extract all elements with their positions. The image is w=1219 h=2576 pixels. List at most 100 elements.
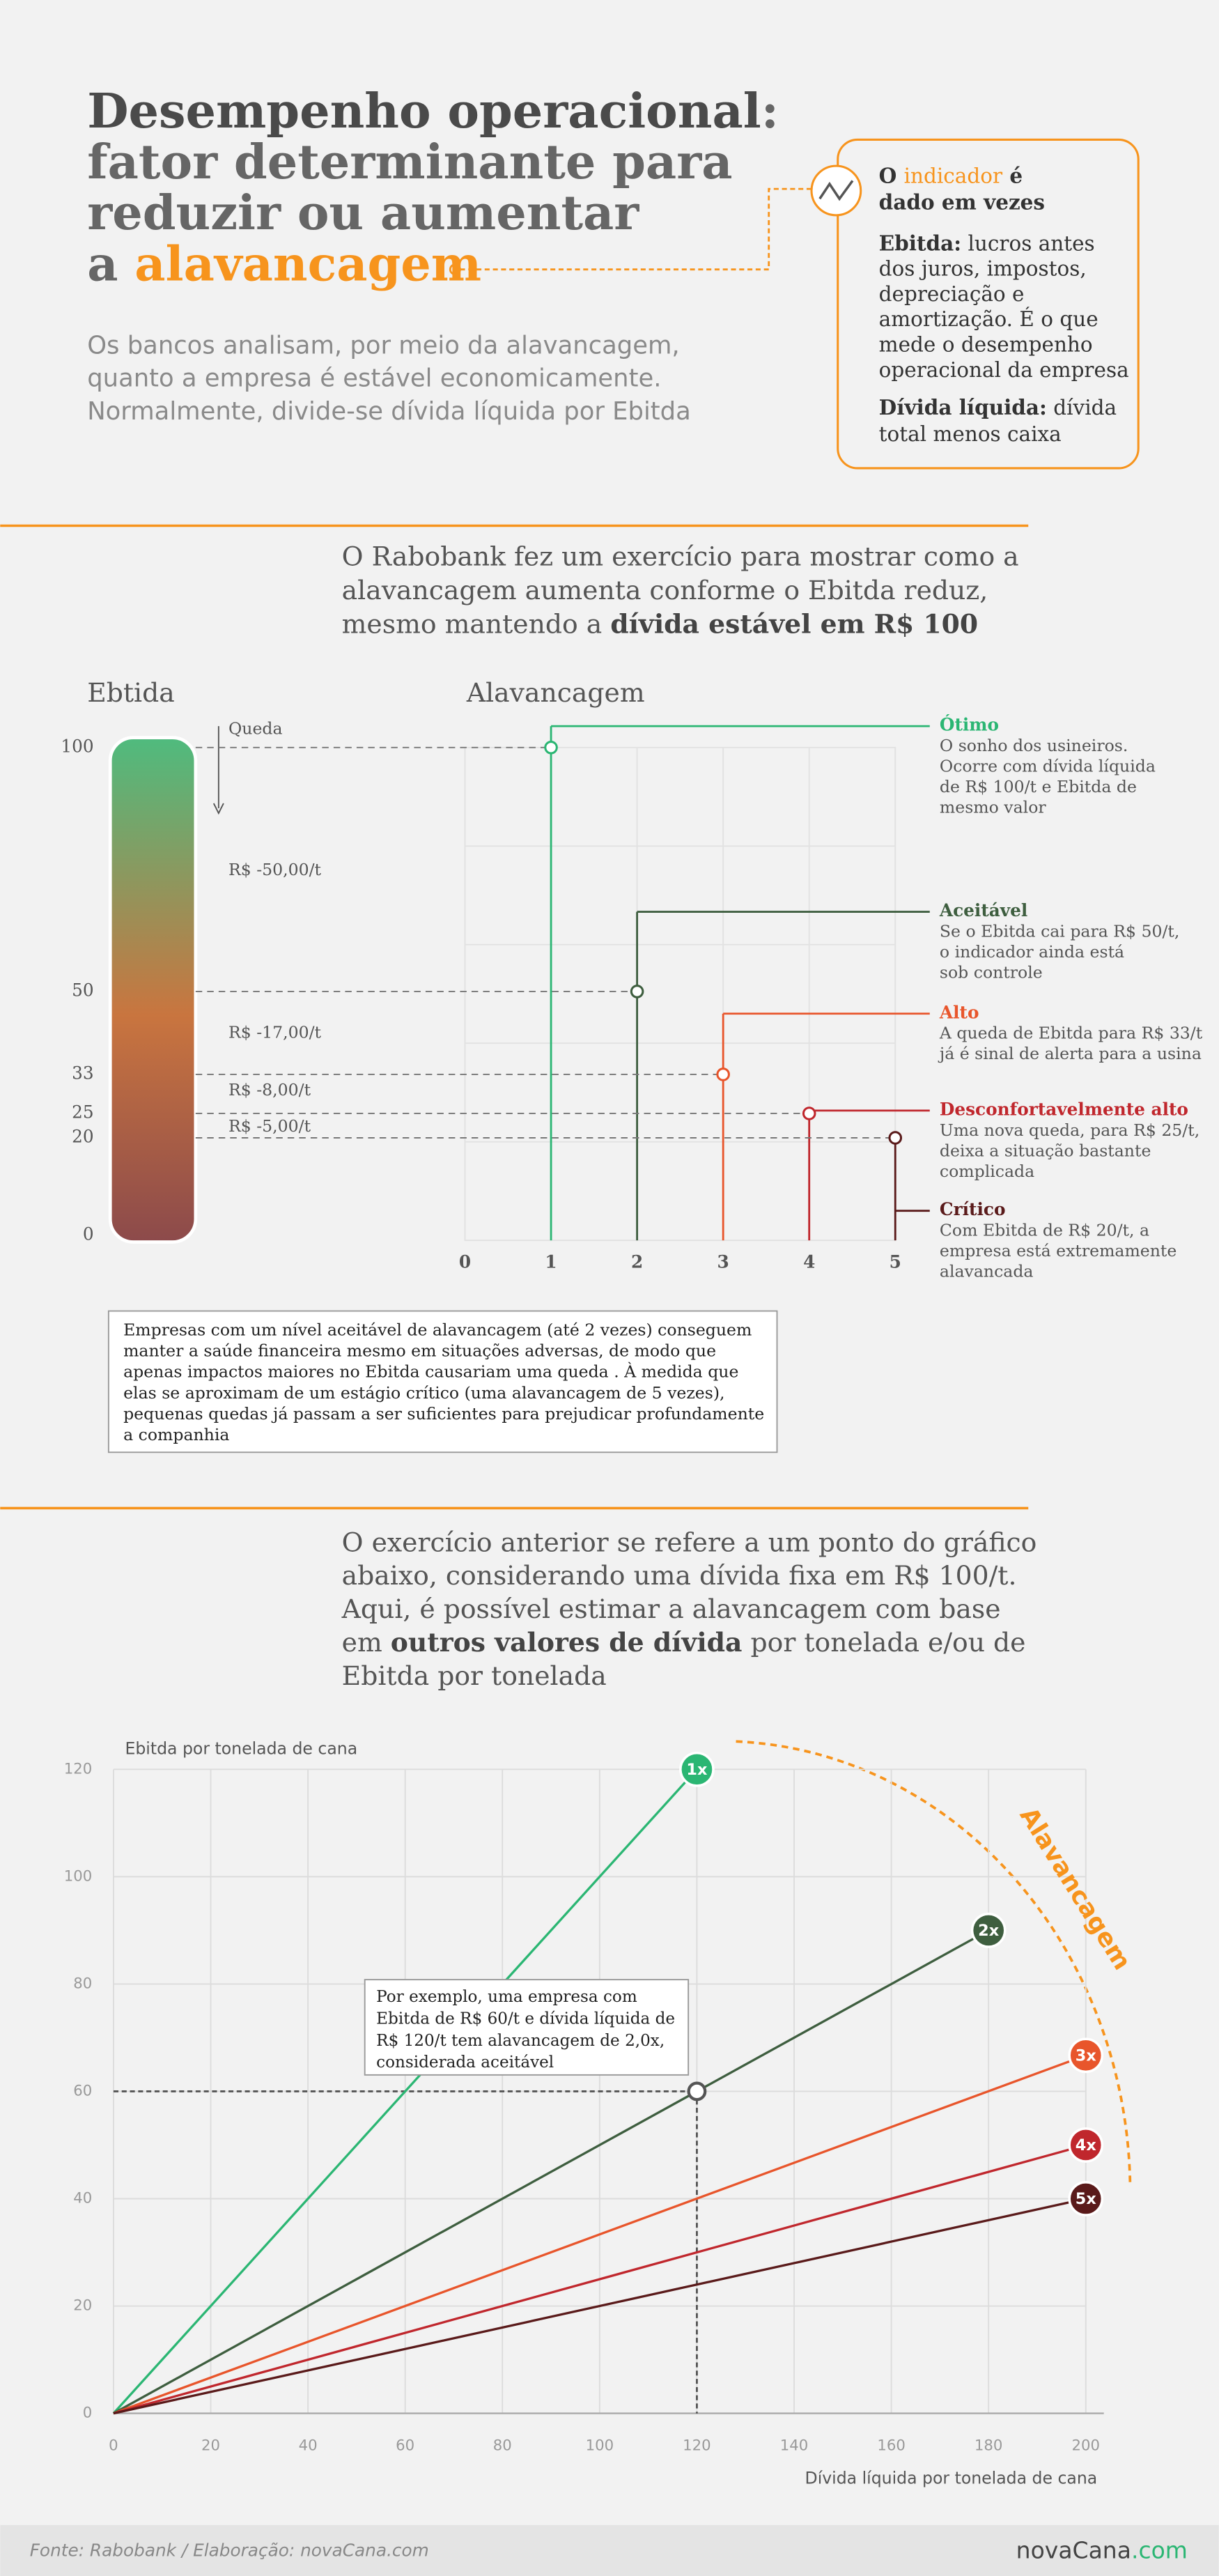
level-name: Ótimo (940, 715, 999, 735)
chart-title: Alavancagem (466, 677, 645, 708)
y-tick-label: 80 (73, 1975, 92, 1992)
level-name: Aceitável (939, 900, 1027, 920)
title-line: Desempenho operacional: (87, 84, 779, 139)
level-description: Ocorre com dívida líquida (940, 757, 1156, 776)
intro-line-part: outros valores de dívida (391, 1626, 743, 1657)
series-marker (1068, 2037, 1104, 2074)
point (802, 1106, 816, 1120)
info-line: total menos caixa (879, 422, 1062, 446)
info-line-part: indicador (904, 164, 1003, 188)
title-line: fator determinante para (87, 134, 732, 190)
x-tick-label: 0 (459, 1252, 471, 1272)
x-tick-label: 140 (780, 2437, 809, 2455)
y-tick-label: 40 (73, 2189, 92, 2207)
x-axis-title: Dívida líquida por tonelada de cana (805, 2468, 1098, 2488)
x-tick-label: 120 (683, 2437, 711, 2455)
title-line-part: a (87, 236, 134, 292)
level-name: Desconfortavelmente alto (940, 1099, 1188, 1119)
info-line-part: total menos caixa (879, 422, 1062, 446)
x-tick-label: 200 (1071, 2437, 1100, 2455)
footer-band (0, 2524, 1219, 2576)
intro-line: alavancagem aumenta conforme o Ebitda re… (342, 574, 988, 605)
annotation-box (364, 1979, 690, 2076)
point (544, 741, 558, 755)
x-tick-label: 160 (877, 2437, 906, 2455)
title-line: a alavancagem (87, 236, 481, 292)
info-line: dos juros, impostos, (879, 257, 1087, 281)
y-tick-label: 50 (72, 980, 94, 1000)
info-line-part: lucros antes (961, 231, 1095, 255)
series-line (112, 1768, 698, 2414)
source: Fonte: Rabobank / Elaboração: novaCana.c… (30, 2540, 429, 2561)
logo-part: novaCana (1016, 2536, 1131, 2563)
series-marker (1068, 2181, 1104, 2216)
series-marker (679, 1751, 715, 1787)
info-box (837, 138, 1140, 470)
level-description: Com Ebitda de R$ 20/t, a (940, 1221, 1149, 1240)
subtitle-line: Os bancos analisam, por meio da alavanca… (87, 331, 679, 360)
y-tick-label: 0 (83, 1224, 94, 1244)
info-line-part: dado em vezes (879, 190, 1045, 214)
connector (460, 187, 812, 271)
info-line-part: dívida (1047, 396, 1117, 419)
y-tick-label: 0 (83, 2405, 93, 2422)
annotation-point (687, 2081, 707, 2101)
info-line: Ebitda: lucros antes (879, 231, 1095, 255)
info-line-part: Dívida líquida: (879, 395, 1047, 419)
level-description: já é sinal de alerta para a usina (938, 1044, 1202, 1063)
title-line-part: reduzir ou aumentar (87, 185, 639, 241)
intro-line-part: dívida estável em R$ 100 (610, 608, 978, 639)
intro-line: Aqui, é possível estimar a alavancagem c… (341, 1594, 1001, 1624)
title-line-part: alavancagem (134, 236, 481, 292)
info-line: Dívida líquida: dívida (879, 395, 1117, 419)
title-line: reduzir ou aumentar (87, 185, 639, 241)
series-line (113, 1929, 989, 2415)
x-tick-label: 100 (586, 2437, 614, 2455)
x-tick-label: 2 (631, 1252, 643, 1272)
intro-line-part: alavancagem aumenta conforme o Ebitda re… (342, 574, 988, 605)
y-tick-label: 60 (73, 2082, 92, 2099)
drop-value: R$ -8,00/t (228, 1080, 311, 1100)
level-name: Alto (939, 1002, 979, 1022)
note-line: apenas impactos maiores no Ebitda causar… (123, 1362, 738, 1382)
info-icon-graph (818, 180, 854, 201)
logo: novaCana.com (1016, 2536, 1188, 2563)
info-line-part: O (879, 164, 904, 188)
level-description: sob controle (940, 962, 1043, 982)
x-tick-label: 60 (396, 2437, 414, 2455)
x-tick-label: 40 (299, 2437, 318, 2455)
series-line (113, 2143, 1087, 2415)
note-line: pequenas quedas já passam a ser suficien… (123, 1404, 764, 1424)
level-description: de R$ 100/t e Ebitda de (940, 777, 1137, 796)
drop-arrow-head (212, 803, 224, 815)
drop-value: R$ -50,00/t (228, 860, 322, 879)
y-tick-label: 20 (72, 1126, 94, 1146)
series-label: 5x (1076, 2190, 1097, 2208)
level-description: Uma nova queda, para R$ 25/t, (940, 1120, 1199, 1140)
info-line-part: operacional da empresa (879, 358, 1129, 382)
y-tick-label: 20 (73, 2297, 92, 2315)
leverage-arc (736, 1740, 1132, 2185)
info-line-part: dos juros, impostos, (879, 257, 1087, 281)
info-line-part: depreciação e (879, 282, 1025, 306)
note-line: a companhia (123, 1425, 229, 1444)
annotation-line: Por exemplo, uma empresa com (376, 1988, 637, 2006)
annotation-line: Ebitda de R$ 60/t e dívida líquida de (376, 2010, 675, 2028)
title-line-part: fator determinante para (87, 134, 732, 190)
intro-line-part: em (342, 1626, 391, 1657)
note-line: manter a saúde financeira mesmo em situa… (123, 1341, 716, 1360)
info-line-part: é (1002, 164, 1023, 188)
point (716, 1067, 730, 1081)
info-line: mede o desempenho (879, 333, 1093, 357)
info-line: dado em vezes (879, 190, 1045, 214)
level-description: alavancada (940, 1262, 1034, 1281)
intro-line: em outros valores de dívida por tonelada… (342, 1626, 1026, 1657)
info-line: depreciação e (879, 282, 1025, 306)
y-tick-label: 33 (72, 1063, 94, 1083)
title-line-part: Desempenho operacional (87, 84, 761, 139)
intro-line: Ebitda por tonelada (342, 1660, 607, 1690)
level-description: complicada (940, 1162, 1034, 1181)
y-tick-label: 25 (72, 1102, 94, 1122)
subtitle-line: Normalmente, divide-se dívida líquida po… (87, 397, 691, 426)
